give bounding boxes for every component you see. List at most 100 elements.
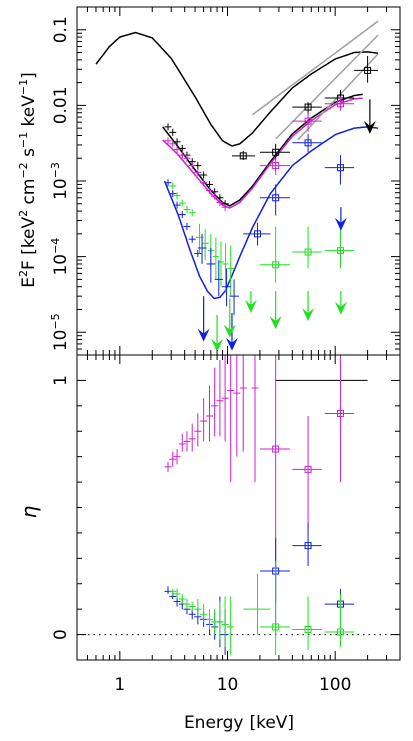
top-data-point: [208, 183, 211, 186]
upper-limit-arrowhead: [363, 120, 376, 134]
bottom-data-point: [186, 603, 188, 605]
top-data-point-box: [336, 100, 344, 108]
bottom-data-point: [208, 618, 211, 620]
bottom-data-point: [242, 387, 244, 389]
top-data-point: [215, 256, 217, 258]
top-data-point: [214, 191, 216, 193]
top-data-point: [214, 195, 216, 197]
bottom-data-point-box: [272, 623, 280, 631]
top-data-point: [176, 204, 178, 206]
top-data-point: [225, 286, 228, 288]
top-data-point: [198, 236, 201, 238]
bottom-data-point: [181, 598, 183, 600]
bottom-data-point-box: [336, 409, 344, 417]
top-data-point-box: [272, 194, 280, 202]
top-data-point-box: [364, 66, 372, 74]
top-data-point: [172, 193, 174, 195]
top-data-point: [167, 140, 169, 142]
top-data-point: [181, 202, 183, 204]
top-data-point: [172, 185, 174, 187]
upper-limit-arrowhead: [334, 217, 347, 231]
top-data-point: [181, 213, 183, 216]
model-curve-blue: [163, 126, 379, 300]
bottom-data-point: [219, 400, 221, 402]
top-data-point: [167, 126, 169, 128]
top-data-point: [219, 201, 221, 204]
top-data-point: [197, 252, 199, 255]
upper-limit-arrowhead: [302, 308, 315, 322]
x-axis-label: Energy [keV]: [184, 713, 294, 733]
top-data-point: [233, 295, 235, 297]
top-data-point: [208, 189, 211, 192]
top-data-point: [186, 157, 188, 159]
top-data-point: [203, 182, 205, 184]
bottom-data-point: [254, 387, 256, 389]
bottom-data-point: [203, 613, 205, 615]
bottom-data-point: [167, 466, 169, 468]
top-y-tick-label: 10−4: [49, 238, 71, 276]
bottom-data-point: [167, 590, 169, 592]
bottom-data-point-box: [272, 445, 280, 453]
model-curve-gray: [275, 34, 379, 140]
top-data-point: [224, 206, 226, 208]
bottom-data-point: [197, 430, 199, 432]
bottom-data-point: [176, 593, 178, 595]
top-data-point: [167, 182, 169, 184]
bottom-data-point-box: [304, 465, 312, 473]
bottom-data-point: [219, 621, 221, 623]
bottom-data-point: [176, 456, 178, 458]
bottom-data-point: [197, 608, 199, 610]
bottom-axes-frame: [76, 354, 401, 661]
bottom-data-point: [191, 438, 193, 440]
top-data-point: [219, 197, 221, 199]
bottom-data-point: [203, 420, 205, 422]
top-data-point: [225, 263, 227, 265]
top-data-point: [181, 147, 183, 149]
top-data-point-box: [304, 248, 312, 256]
upper-limit-arrowhead: [211, 338, 224, 352]
bottom-data-point: [224, 623, 226, 626]
top-data-point: [186, 208, 188, 211]
top-data-point: [186, 225, 188, 228]
top-data-point: [201, 247, 203, 249]
top-y-tick-label: 0.1: [51, 16, 71, 43]
bottom-data-point: [191, 613, 193, 615]
bottom-data-point: [214, 405, 216, 407]
bottom-data-point: [214, 621, 216, 623]
top-data-point: [191, 212, 193, 214]
top-data-point: [176, 141, 178, 143]
bottom-data-point: [236, 392, 238, 394]
top-data-point-box: [272, 162, 280, 170]
model-curve-magenta: [162, 97, 363, 209]
bottom-data-point: [186, 440, 188, 443]
bottom-data-point: [230, 626, 232, 628]
bottom-panel-marks: [77, 355, 400, 655]
bottom-y-axis-label: η: [17, 505, 41, 518]
upper-limit-arrowhead: [197, 328, 210, 342]
top-y-tick-label: 10−3: [49, 162, 71, 200]
bottom-data-point: [224, 397, 226, 399]
top-data-point: [191, 161, 193, 163]
top-data-point: [203, 174, 205, 176]
upper-limit-arrowhead: [269, 316, 282, 330]
bottom-data-point-box: [304, 626, 312, 633]
bottom-data-point: [172, 590, 174, 592]
top-data-point: [191, 164, 193, 167]
bottom-data-point: [181, 443, 183, 445]
top-y-tick-label: 0.01: [51, 86, 71, 124]
x-tick-label: 100: [319, 675, 351, 695]
top-y-axis-label: E2F [keV2 cm−2 s−1 keV−1]: [17, 72, 39, 288]
top-data-point: [197, 164, 199, 167]
top-data-point-box: [272, 148, 280, 156]
top-y-tick-label: 10−5: [49, 313, 71, 351]
top-data-point-box: [304, 139, 312, 147]
upper-limit-arrowhead: [225, 337, 238, 351]
top-data-point: [176, 149, 178, 151]
upper-limit-arrowhead: [334, 301, 347, 315]
top-data-point-box: [272, 261, 280, 269]
top-data-point-box: [336, 247, 344, 255]
model-curve-black: [95, 31, 379, 147]
top-data-point-box: [304, 103, 312, 111]
top-data-point: [230, 267, 232, 269]
